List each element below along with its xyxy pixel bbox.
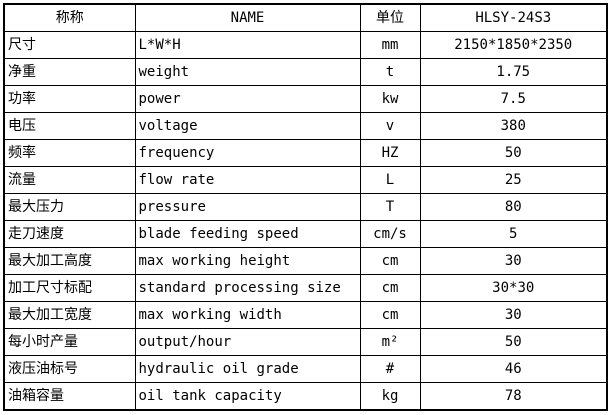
cell-value: 80 bbox=[419, 193, 608, 221]
cell-value: 30 bbox=[419, 247, 608, 275]
cell-name-cn: 每小时产量 bbox=[3, 328, 136, 356]
table-row: 加工尺寸标配 standard processing size cm 30*30 bbox=[3, 274, 608, 302]
header-name-en: NAME bbox=[134, 3, 361, 32]
cell-name-cn: 油箱容量 bbox=[3, 382, 136, 411]
table-row: 最大加工高度 max working height cm 30 bbox=[3, 247, 608, 275]
cell-value: 1.75 bbox=[419, 58, 608, 86]
cell-name-cn: 最大加工高度 bbox=[3, 247, 136, 275]
cell-name-en: output/hour bbox=[134, 328, 361, 356]
cell-unit: T bbox=[359, 193, 421, 221]
cell-value: 50 bbox=[419, 139, 608, 167]
cell-name-cn: 流量 bbox=[3, 166, 136, 194]
cell-unit: cm bbox=[359, 247, 421, 275]
cell-value: 7.5 bbox=[419, 85, 608, 113]
table-row: 电压 voltage v 380 bbox=[3, 112, 608, 140]
cell-value: 78 bbox=[419, 382, 608, 411]
table-row: 最大加工宽度 max working width cm 30 bbox=[3, 301, 608, 329]
cell-unit: kg bbox=[359, 382, 421, 411]
table-row: 功率 power kw 7.5 bbox=[3, 85, 608, 113]
cell-name-cn: 电压 bbox=[3, 112, 136, 140]
cell-name-en: pressure bbox=[134, 193, 361, 221]
cell-value: 50 bbox=[419, 328, 608, 356]
cell-name-cn: 功率 bbox=[3, 85, 136, 113]
cell-name-en: frequency bbox=[134, 139, 361, 167]
cell-name-cn: 液压油标号 bbox=[3, 355, 136, 383]
cell-name-cn: 走刀速度 bbox=[3, 220, 136, 248]
cell-name-en: voltage bbox=[134, 112, 361, 140]
cell-name-cn: 加工尺寸标配 bbox=[3, 274, 136, 302]
cell-name-cn: 尺寸 bbox=[3, 31, 136, 59]
cell-value: 30*30 bbox=[419, 274, 608, 302]
table-row: 频率 frequency HZ 50 bbox=[3, 139, 608, 167]
cell-unit: t bbox=[359, 58, 421, 86]
cell-name-en: max working height bbox=[134, 247, 361, 275]
cell-name-en: weight bbox=[134, 58, 361, 86]
cell-unit: cm bbox=[359, 301, 421, 329]
header-model: HLSY-24S3 bbox=[419, 3, 608, 32]
table-row: 净重 weight t 1.75 bbox=[3, 58, 608, 86]
cell-unit: m² bbox=[359, 328, 421, 356]
cell-unit: HZ bbox=[359, 139, 421, 167]
cell-value: 5 bbox=[419, 220, 608, 248]
cell-name-cn: 频率 bbox=[3, 139, 136, 167]
cell-name-en: L*W*H bbox=[134, 31, 361, 59]
header-name-cn: 称称 bbox=[3, 3, 136, 32]
cell-name-en: hydraulic oil grade bbox=[134, 355, 361, 383]
cell-value: 2150*1850*2350 bbox=[419, 31, 608, 59]
cell-value: 25 bbox=[419, 166, 608, 194]
cell-name-en: max working width bbox=[134, 301, 361, 329]
table-row: 最大压力 pressure T 80 bbox=[3, 193, 608, 221]
cell-name-cn: 最大压力 bbox=[3, 193, 136, 221]
cell-value: 30 bbox=[419, 301, 608, 329]
table-header-row: 称称 NAME 单位 HLSY-24S3 bbox=[3, 3, 608, 32]
cell-value: 380 bbox=[419, 112, 608, 140]
table-row: 每小时产量 output/hour m² 50 bbox=[3, 328, 608, 356]
cell-name-cn: 净重 bbox=[3, 58, 136, 86]
cell-unit: mm bbox=[359, 31, 421, 59]
cell-name-en: blade feeding speed bbox=[134, 220, 361, 248]
cell-unit: L bbox=[359, 166, 421, 194]
cell-value: 46 bbox=[419, 355, 608, 383]
table-row: 流量 flow rate L 25 bbox=[3, 166, 608, 194]
table-row: 液压油标号 hydraulic oil grade # 46 bbox=[3, 355, 608, 383]
cell-unit: # bbox=[359, 355, 421, 383]
cell-unit: v bbox=[359, 112, 421, 140]
cell-unit: kw bbox=[359, 85, 421, 113]
spec-table: 称称 NAME 单位 HLSY-24S3 尺寸 L*W*H mm 2150*18… bbox=[3, 3, 608, 411]
cell-name-en: standard processing size bbox=[134, 274, 361, 302]
cell-name-en: oil tank capacity bbox=[134, 382, 361, 411]
cell-name-cn: 最大加工宽度 bbox=[3, 301, 136, 329]
header-unit: 单位 bbox=[359, 3, 421, 32]
cell-name-en: power bbox=[134, 85, 361, 113]
cell-unit: cm/s bbox=[359, 220, 421, 248]
table-row: 油箱容量 oil tank capacity kg 78 bbox=[3, 382, 608, 411]
cell-unit: cm bbox=[359, 274, 421, 302]
table-row: 走刀速度 blade feeding speed cm/s 5 bbox=[3, 220, 608, 248]
cell-name-en: flow rate bbox=[134, 166, 361, 194]
table-row: 尺寸 L*W*H mm 2150*1850*2350 bbox=[3, 31, 608, 59]
